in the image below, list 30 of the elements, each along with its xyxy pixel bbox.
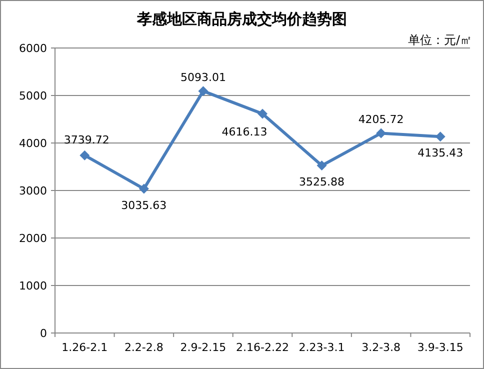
x-tick-label: 2.23-3.1 [298, 341, 345, 354]
y-tick-label: 6000 [19, 42, 47, 55]
x-tick-label: 2.9-2.15 [180, 341, 226, 354]
point [198, 86, 208, 96]
point [258, 108, 268, 119]
point [80, 150, 90, 160]
y-tick-label: 0 [40, 327, 47, 340]
data-label: 4616.13 [222, 126, 268, 139]
y-tick-label: 4000 [19, 137, 47, 150]
y-tick-label: 2000 [19, 232, 47, 245]
y-tick-label: 3000 [19, 184, 47, 198]
point [435, 132, 446, 142]
y-tick-label: 5000 [19, 90, 47, 102]
x-tick-label: 1.26-2.1 [62, 341, 108, 354]
x-tick-label: 2.2-2.8 [124, 341, 164, 354]
point [376, 128, 386, 138]
data-label: 4205.72 [358, 113, 404, 126]
x-tick-label: 2.16-2.22 [236, 341, 289, 354]
x-tick-label: 3.2-3.8 [362, 341, 401, 354]
data-label: 3739.72 [64, 133, 110, 146]
x-tick-label: 3.9-3.15 [417, 341, 464, 354]
point [316, 160, 327, 171]
data-label: 3525.88 [299, 176, 345, 189]
text: 单位：元/㎡ [408, 33, 472, 47]
y-tick-label: 1000 [19, 280, 47, 292]
data-label: 4135.43 [418, 146, 464, 160]
data-label: 3035.63 [121, 198, 167, 212]
data-label: 5093.01 [180, 71, 226, 84]
point [138, 184, 149, 194]
chart-title: 孝感地区商品房成交均价趋势图 [136, 10, 347, 28]
